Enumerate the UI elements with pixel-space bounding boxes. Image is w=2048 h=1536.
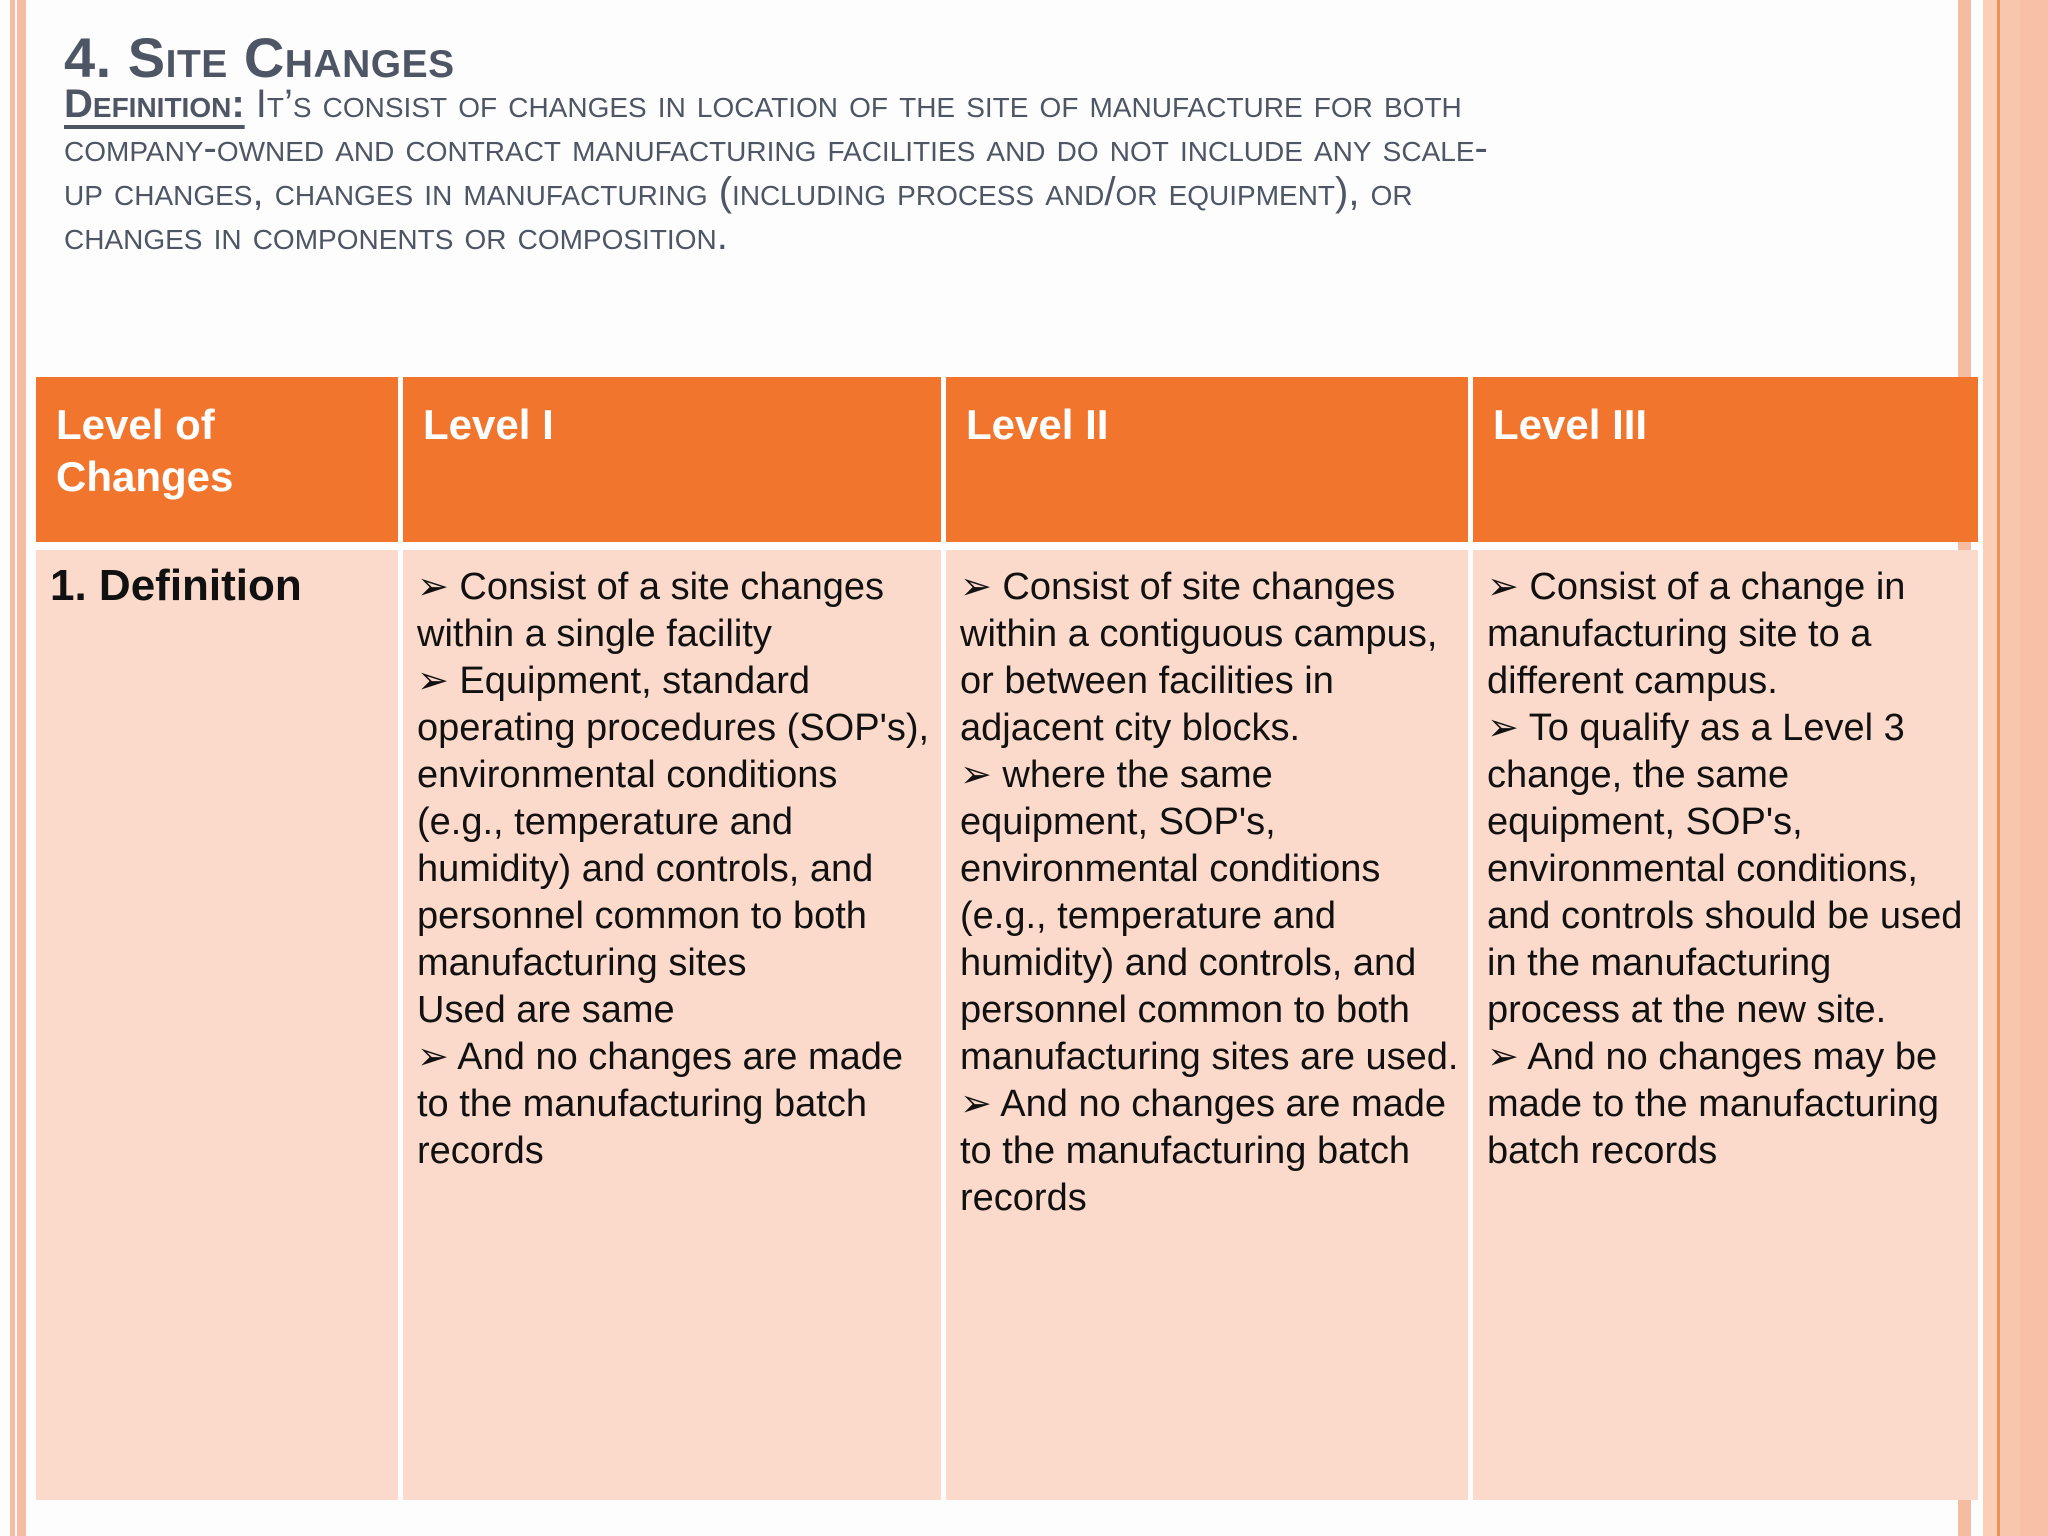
- header-cell-level-1: Level I: [403, 377, 941, 542]
- cell-level-3-definition: ➢ Consist of a change in manufacturing s…: [1473, 550, 1978, 1500]
- bullet-item: ➢ And no changes are made to the manufac…: [960, 1083, 1447, 1219]
- bullet-item: Used are same: [417, 989, 675, 1031]
- definition-paragraph: Definition: It’s consist of changes in l…: [64, 82, 1524, 258]
- right-border-band: [1983, 0, 2048, 1536]
- header-cell-level-2: Level II: [946, 377, 1468, 542]
- bullet-item: ➢ Equipment, standard operating procedur…: [417, 660, 930, 984]
- cell-level-2-definition: ➢ Consist of site changes within a conti…: [946, 550, 1468, 1500]
- bullet-item: ➢ And no changes may be made to the manu…: [1487, 1036, 1940, 1172]
- header-cell-level-of-changes: Level of Changes: [36, 377, 398, 542]
- bullet-item: ➢ Consist of a site changes within a sin…: [417, 566, 884, 655]
- left-border-stripe-outer: [10, 0, 15, 1536]
- site-changes-table: Level of Changes Level I Level II Level …: [36, 377, 1978, 1500]
- row-label-cell: 1. Definition: [36, 550, 398, 1500]
- definition-text: It’s consist of changes in location of t…: [64, 82, 1488, 258]
- slide-title: 4. Site Changes: [64, 26, 455, 89]
- header-cell-level-3: Level III: [1473, 377, 1978, 542]
- bullet-item: ➢ where the same equipment, SOP's, envir…: [960, 754, 1459, 1078]
- bullet-item: ➢ Consist of site changes within a conti…: [960, 566, 1438, 749]
- bullet-item: ➢ And no changes are made to the manufac…: [417, 1036, 904, 1172]
- cell-level-1-definition: ➢ Consist of a site changes within a sin…: [403, 550, 941, 1500]
- left-border-stripe-inner: [17, 0, 26, 1536]
- bullet-item: ➢ Consist of a change in manufacturing s…: [1487, 566, 1906, 702]
- bullet-item: ➢ To qualify as a Level 3 change, the sa…: [1487, 707, 1963, 1031]
- definition-label: Definition:: [64, 82, 245, 126]
